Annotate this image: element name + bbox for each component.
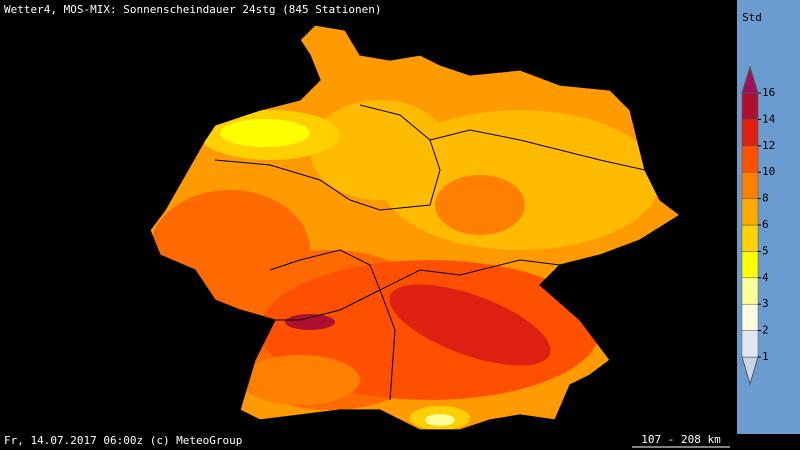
timestamp: Fr, 14.07.2017 06:00z (c) MeteoGroup [4,434,242,447]
legend-label: 2 [762,324,769,337]
legend-label: 14 [762,112,776,125]
legend-band [741,145,759,173]
legend-label: 4 [762,271,769,284]
legend-label: 12 [762,139,775,152]
legend-band [741,330,759,358]
legend-label: 10 [762,165,775,178]
country-border [149,24,682,431]
state-borders [214,104,646,401]
legend-band [741,251,759,279]
legend-label: 16 [762,86,775,99]
legend-label: 1 [762,350,769,363]
map-title: Wetter4, MOS-MIX: Sonnenscheindauer 24st… [4,3,382,16]
legend-label: 8 [762,192,769,205]
legend-arrow-high [741,65,759,94]
legend-unit: Std [742,11,762,24]
legend-band [741,224,759,252]
legend-band [741,119,759,147]
legend-label: 3 [762,297,769,310]
scale-label: 107 - 208 km [641,433,721,446]
legend-band [741,303,759,331]
legend-band [741,198,759,226]
legend-band [741,92,759,120]
legend-label: 6 [762,218,769,231]
legend-label: 5 [762,244,769,257]
legend-band [741,171,759,199]
legend-band [741,277,759,305]
